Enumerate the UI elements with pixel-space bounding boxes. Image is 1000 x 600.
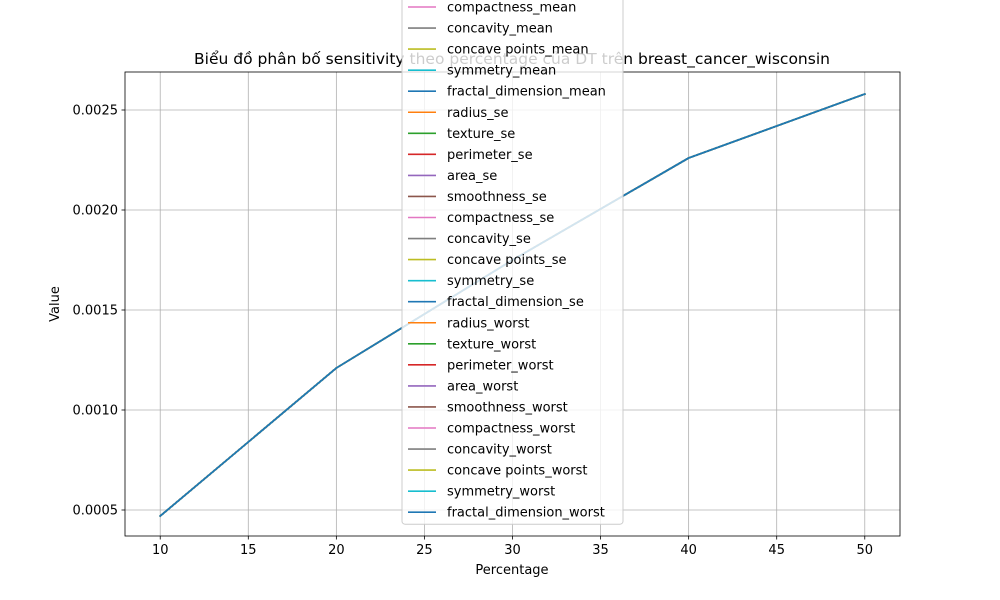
legend-entry: smoothness_worst [447, 400, 568, 415]
legend-entry: concave points_se [447, 253, 566, 268]
legend-entry: texture_se [447, 127, 515, 142]
tick-labels: 10 15 20 25 30 35 40 45 50 0.0005 0.0010 0.0015 0.00… [73, 104, 874, 559]
y-tick-label: 0.0025 [73, 104, 119, 119]
legend-entry: area_se [447, 169, 497, 184]
legend-entry: concave points_mean [447, 43, 589, 58]
legend-entry: radius_worst [447, 316, 530, 331]
x-tick-label: 15 [240, 543, 257, 558]
x-tick-label: 30 [504, 543, 521, 558]
y-tick-label: 0.0020 [73, 204, 119, 219]
legend-entry: smoothness_se [447, 190, 547, 205]
legend-entry: symmetry_worst [447, 485, 555, 500]
legend-entry: perimeter_worst [447, 358, 554, 373]
legend-entry: symmetry_mean [447, 64, 556, 79]
legend-entry: perimeter_se [447, 148, 533, 163]
legend-entry: compactness_se [447, 211, 554, 226]
legend-entry: fractal_dimension_mean [447, 85, 606, 100]
legend-entry: area_worst [447, 379, 518, 394]
y-tick-label: 0.0005 [73, 504, 119, 519]
legend-entry: concavity_se [447, 232, 531, 247]
legend-entry: concavity_worst [447, 443, 552, 458]
legend-entry: fractal_dimension_worst [447, 506, 605, 521]
legend-entry: compactness_mean [447, 1, 576, 16]
y-tick-label: 0.0010 [73, 404, 119, 419]
legend-entry: concavity_mean [447, 22, 553, 37]
x-axis-label: Percentage [475, 563, 548, 578]
legend-box [401, 0, 624, 525]
y-tick-label: 0.0015 [73, 304, 119, 319]
legend-entry: compactness_worst [447, 422, 575, 437]
x-tick-label: 10 [152, 543, 169, 558]
legend-entry: texture_worst [447, 337, 536, 352]
x-tick-label: 25 [416, 543, 433, 558]
legend-entry: fractal_dimension_se [447, 295, 584, 310]
x-tick-label: 40 [680, 543, 697, 558]
x-tick-label: 35 [592, 543, 609, 558]
legend-entry: symmetry_se [447, 274, 534, 289]
y-axis-label: Value [48, 286, 63, 322]
x-tick-label: 20 [328, 543, 345, 558]
x-tick-label: 50 [856, 543, 873, 558]
x-tick-label: 45 [768, 543, 785, 558]
legend-entry: concave points_worst [447, 464, 588, 479]
legend-entry: radius_se [447, 106, 508, 121]
